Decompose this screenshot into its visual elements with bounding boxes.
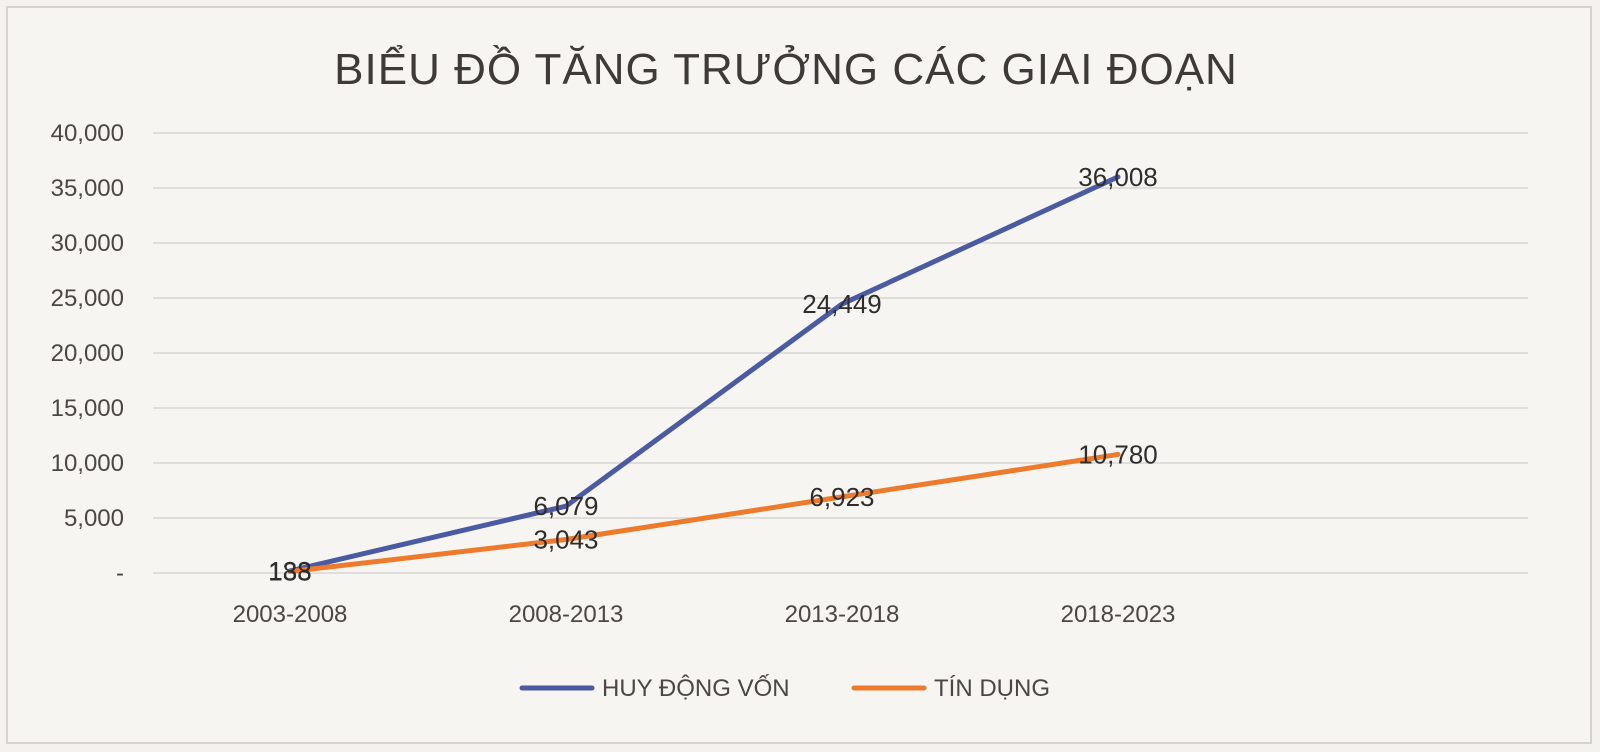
y-tick-label: 40,000 (51, 120, 124, 147)
series-line-tin-dung (287, 451, 1121, 575)
data-labels: 188 6,079 24,449 36,008 133 3,043 6,923 10,780 (268, 162, 1157, 587)
data-label: 6,923 (809, 482, 874, 512)
data-label: 6,079 (533, 491, 598, 521)
y-tick-label: 10,000 (51, 450, 124, 477)
x-tick-label: 2018-2023 (1061, 601, 1176, 628)
data-label: 36,008 (1078, 162, 1158, 192)
y-tick-label: 35,000 (51, 175, 124, 202)
data-label: 133 (268, 557, 311, 587)
x-axis-ticks: 2003-2008 2008-2013 2013-2018 2018-2023 (233, 601, 1176, 628)
y-tick-label: - (116, 560, 124, 587)
y-tick-label: 30,000 (51, 230, 124, 257)
y-tick-label: 15,000 (51, 395, 124, 422)
y-axis-ticks: - 5,000 10,000 15,000 20,000 25,000 30,000 35,0… (51, 120, 124, 587)
y-tick-label: 5,000 (64, 505, 124, 532)
x-tick-label: 2003-2008 (233, 601, 348, 628)
data-label: 3,043 (533, 525, 598, 555)
x-tick-label: 2013-2018 (785, 601, 900, 628)
y-tick-label: 25,000 (51, 285, 124, 312)
series-line-huy-dong-von (287, 174, 1121, 574)
data-label: 188 (268, 556, 311, 586)
data-label: 10,780 (1078, 439, 1158, 469)
chart-frame: BIỂU ĐỒ TĂNG TRƯỞNG CÁC GIAI ĐOẠN - 5,000… (6, 6, 1592, 744)
chart-title: BIỂU ĐỒ TĂNG TRƯỞNG CÁC GIAI ĐOẠN (334, 43, 1238, 94)
gridlines (153, 132, 1528, 574)
y-tick-label: 20,000 (51, 340, 124, 367)
data-label: 24,449 (802, 289, 882, 319)
legend-label: HUY ĐỘNG VỐN (602, 674, 790, 702)
series-lines (287, 174, 1121, 575)
legend-label: TÍN DỤNG (934, 675, 1050, 702)
legend: HUY ĐỘNG VỐN TÍN DỤNG (519, 674, 1050, 702)
line-chart: BIỂU ĐỒ TĂNG TRƯỞNG CÁC GIAI ĐOẠN - 5,000… (51, 43, 1528, 702)
x-tick-label: 2008-2013 (509, 601, 624, 628)
